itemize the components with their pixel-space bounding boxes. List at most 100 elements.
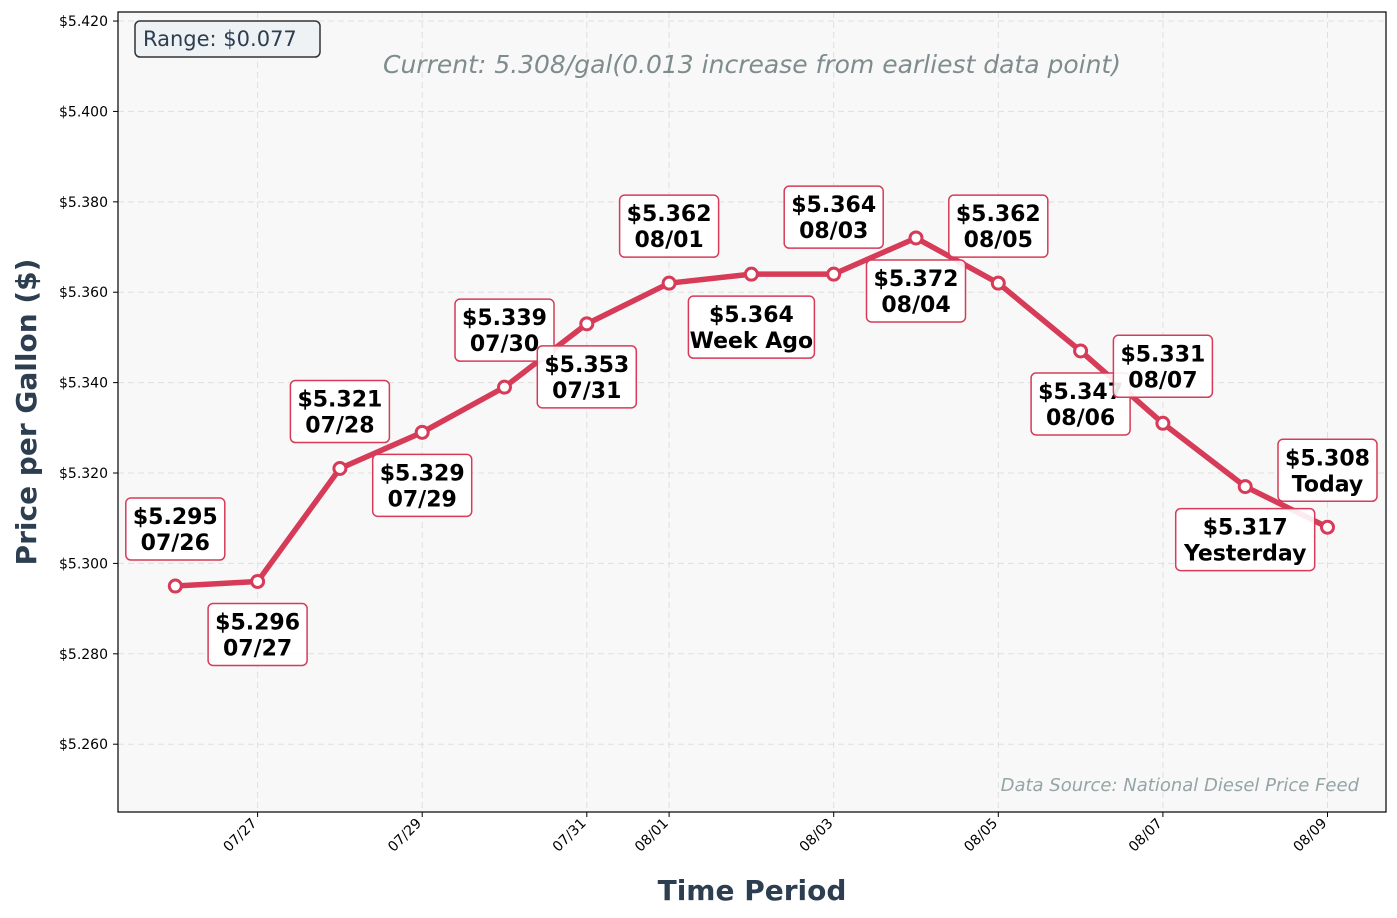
data-label-box: [948, 194, 1049, 258]
data-label-price: $5.362: [627, 202, 712, 227]
data-label-date: 08/06: [1046, 406, 1115, 431]
y-tick-label: $5.420: [59, 14, 108, 30]
data-point: [1320, 519, 1335, 535]
data-label-price: $5.331: [1120, 342, 1205, 367]
x-tick-label: 08/07: [1126, 816, 1166, 856]
data-label-box: [783, 185, 884, 249]
data-label-box: [207, 602, 308, 667]
data-label-price: $5.353: [544, 353, 629, 378]
data-label-price: $5.295: [133, 505, 218, 530]
data-label-date: 08/05: [964, 228, 1033, 253]
data-label-price: $5.347: [1038, 380, 1123, 405]
x-tick-label: 08/09: [1290, 816, 1330, 856]
data-point: [908, 230, 924, 246]
data-point: [661, 275, 677, 291]
data-label-date: 07/30: [470, 332, 539, 357]
data-point: [826, 266, 842, 282]
data-label-box: [289, 379, 391, 444]
data-label-date: 08/01: [634, 228, 703, 253]
data-label-date: 08/03: [799, 219, 868, 244]
data-label-price: $5.364: [709, 303, 794, 328]
y-tick-label: $5.320: [59, 466, 108, 482]
data-label-price: $5.317: [1203, 516, 1288, 541]
data-point: [743, 266, 759, 282]
x-axis-title: Time Period: [658, 874, 847, 907]
range-box: Range: $0.077: [134, 20, 321, 58]
data-point: [579, 316, 595, 332]
data-label-box: [865, 259, 967, 323]
y-tick-label: $5.360: [59, 285, 108, 301]
data-label-box: [371, 453, 473, 518]
grid: [118, 12, 1386, 812]
data-label-date: 08/04: [881, 293, 950, 318]
data-label-price: $5.372: [874, 267, 959, 292]
y-tick-label: $5.300: [59, 556, 108, 572]
data-point: [1073, 343, 1089, 359]
data-point: [167, 578, 183, 594]
x-tick-label: 07/29: [385, 816, 425, 856]
data-label-price: $5.308: [1285, 446, 1370, 471]
current-price-note: Current: 5.308/gal(0.013 increase from e…: [383, 50, 1121, 79]
y-tick-label: $5.340: [59, 376, 108, 392]
data-label-price: $5.362: [956, 202, 1041, 227]
data-label-box: [687, 295, 816, 359]
y-tick-label: $5.260: [59, 737, 108, 753]
y-tick-label: $5.280: [59, 647, 108, 663]
x-tick-label: 08/03: [797, 816, 837, 856]
data-point: [990, 275, 1006, 291]
data-label-date: 07/28: [305, 413, 374, 438]
data-label-box: [618, 194, 720, 258]
data-label-box: [454, 298, 555, 362]
data-label-box: [1030, 372, 1131, 436]
data-label-box: [1174, 507, 1316, 572]
data-source-note: Data Source: National Diesel Price Feed: [1001, 775, 1360, 796]
x-tick-label: 07/27: [221, 816, 261, 856]
x-tick-label: 08/05: [961, 816, 1001, 856]
data-point: [1155, 415, 1171, 431]
data-point: [250, 573, 266, 589]
data-label-date: 07/27: [223, 636, 292, 661]
data-label-date: Week Ago: [690, 329, 814, 354]
data-label-date: 07/26: [141, 531, 210, 556]
data-label-box: [1277, 438, 1378, 503]
x-tick-label: 07/31: [550, 816, 590, 856]
y-tick-label: $5.400: [59, 104, 108, 120]
x-tick-label: 08/01: [632, 816, 672, 856]
range-text: Range: $0.077: [143, 27, 297, 51]
data-label-date: Today: [1292, 472, 1363, 497]
data-label-box: [1112, 334, 1214, 399]
data-label-date: 07/31: [552, 379, 621, 404]
axes-frame: [117, 11, 1387, 813]
data-label-price: $5.296: [215, 610, 300, 635]
y-axis-title: Price per Gallon ($): [10, 259, 43, 566]
data-label-date: 08/07: [1128, 368, 1197, 393]
data-label-date: Yesterday: [1183, 542, 1306, 567]
data-label-price: $5.364: [791, 193, 876, 218]
data-label-price: $5.339: [462, 306, 547, 331]
data-point: [497, 379, 512, 395]
data-label-box: [536, 345, 638, 409]
data-label-box: [125, 497, 226, 561]
data-label-price: $5.329: [380, 461, 465, 486]
data-label-date: 07/29: [388, 487, 457, 512]
data-point: [414, 424, 430, 440]
data-point: [332, 460, 348, 476]
data-point: [1237, 479, 1253, 495]
